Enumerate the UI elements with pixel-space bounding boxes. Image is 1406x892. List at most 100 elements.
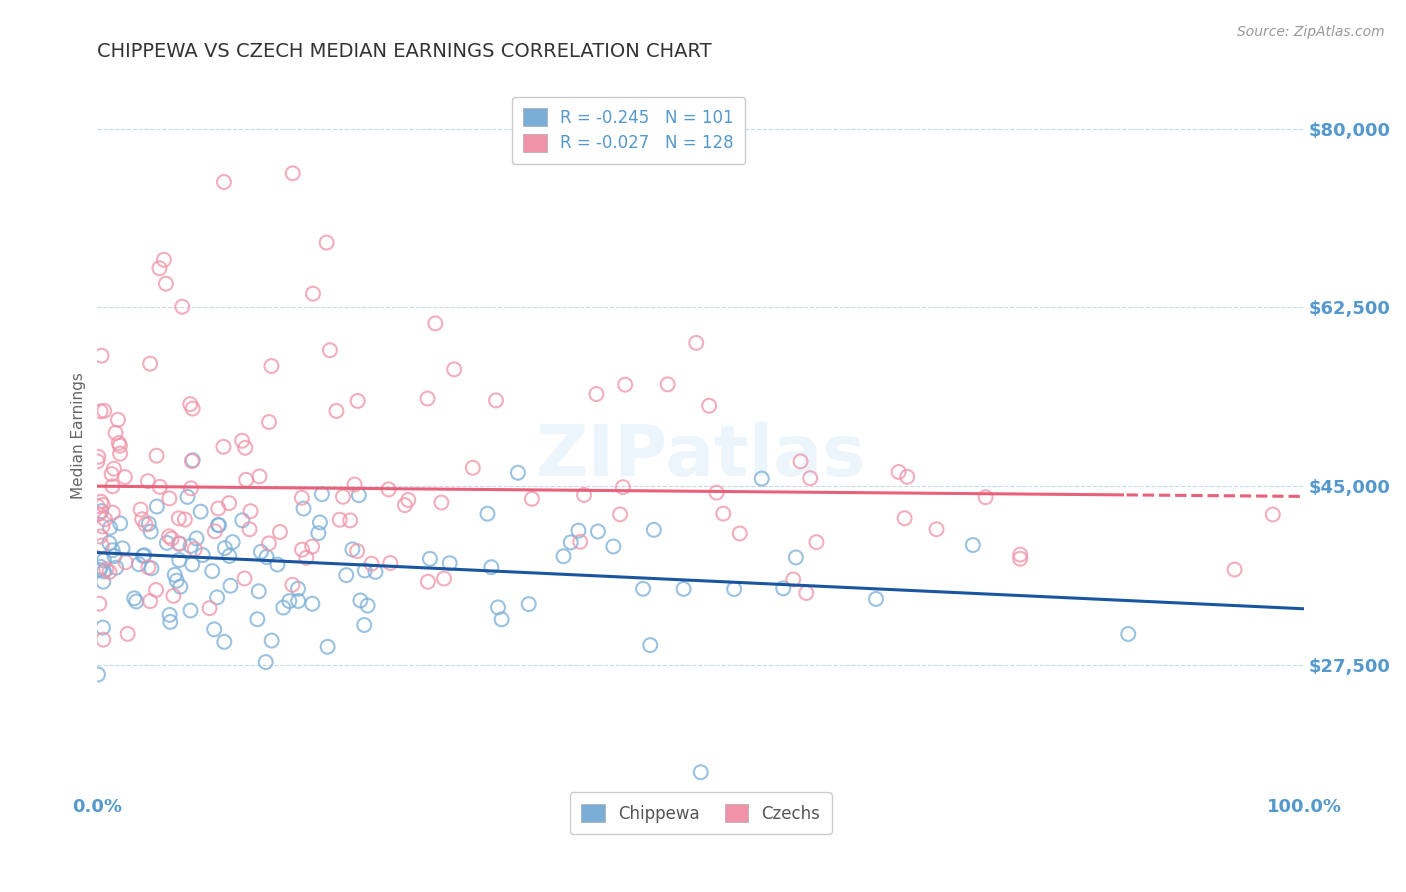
Point	[145, 582, 167, 597]
Point	[167, 511, 190, 525]
Point	[772, 582, 794, 596]
Point	[86, 499, 108, 513]
Point	[155, 277, 177, 291]
Point	[179, 603, 201, 617]
Point	[162, 589, 184, 603]
Point	[246, 612, 269, 626]
Point	[257, 536, 280, 550]
Point	[356, 599, 378, 613]
Point	[247, 584, 270, 599]
Point	[491, 612, 513, 626]
Point	[157, 529, 180, 543]
Point	[728, 526, 751, 541]
Point	[186, 532, 208, 546]
Point	[974, 490, 997, 504]
Point	[93, 565, 115, 579]
Point	[266, 558, 288, 572]
Point	[90, 404, 112, 418]
Point	[278, 594, 301, 608]
Point	[90, 539, 112, 553]
Point	[87, 450, 110, 464]
Point	[560, 535, 582, 549]
Point	[439, 556, 461, 570]
Point	[377, 483, 399, 497]
Point	[96, 562, 118, 576]
Point	[238, 522, 260, 536]
Point	[108, 516, 131, 531]
Point	[214, 541, 236, 555]
Point	[254, 655, 277, 669]
Point	[346, 544, 368, 558]
Point	[98, 565, 121, 579]
Point	[149, 480, 172, 494]
Point	[685, 335, 707, 350]
Point	[789, 454, 811, 468]
Point	[169, 536, 191, 550]
Point	[364, 565, 387, 579]
Point	[159, 615, 181, 629]
Point	[139, 524, 162, 539]
Point	[799, 471, 821, 485]
Point	[93, 404, 115, 418]
Point	[517, 597, 540, 611]
Point	[332, 490, 354, 504]
Point	[585, 387, 607, 401]
Point	[319, 343, 342, 358]
Point	[394, 498, 416, 512]
Point	[291, 542, 314, 557]
Point	[1010, 551, 1032, 566]
Point	[156, 536, 179, 550]
Point	[153, 252, 176, 267]
Point	[281, 166, 304, 180]
Point	[782, 573, 804, 587]
Point	[166, 574, 188, 588]
Point	[114, 555, 136, 569]
Point	[506, 466, 529, 480]
Point	[419, 551, 441, 566]
Point	[117, 627, 139, 641]
Point	[134, 548, 156, 562]
Point	[425, 317, 447, 331]
Point	[212, 440, 235, 454]
Point	[231, 434, 253, 448]
Point	[416, 392, 439, 406]
Point	[257, 415, 280, 429]
Point	[609, 508, 631, 522]
Point	[105, 560, 128, 574]
Point	[107, 436, 129, 450]
Point	[107, 413, 129, 427]
Point	[207, 518, 229, 533]
Point	[218, 496, 240, 510]
Point	[90, 494, 112, 508]
Point	[335, 568, 357, 582]
Point	[90, 560, 112, 574]
Point	[101, 506, 124, 520]
Point	[962, 538, 984, 552]
Point	[343, 477, 366, 491]
Point	[94, 512, 117, 526]
Point	[104, 425, 127, 440]
Point	[131, 512, 153, 526]
Point	[260, 359, 283, 373]
Point	[553, 549, 575, 564]
Point	[614, 377, 637, 392]
Point	[485, 393, 508, 408]
Point	[212, 175, 235, 189]
Point	[396, 492, 419, 507]
Point	[91, 621, 114, 635]
Point	[1116, 627, 1139, 641]
Point	[235, 473, 257, 487]
Point	[380, 556, 402, 570]
Point	[416, 574, 439, 589]
Point	[173, 512, 195, 526]
Point	[302, 286, 325, 301]
Point	[360, 557, 382, 571]
Point	[136, 474, 159, 488]
Point	[180, 539, 202, 553]
Point	[139, 357, 162, 371]
Point	[138, 560, 160, 574]
Point	[287, 582, 309, 596]
Point	[101, 479, 124, 493]
Point	[602, 540, 624, 554]
Point	[101, 543, 124, 558]
